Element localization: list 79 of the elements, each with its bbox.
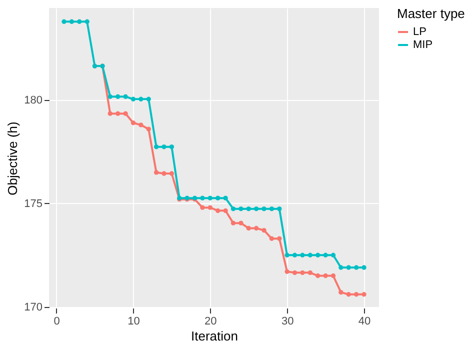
point <box>362 292 366 297</box>
y-tick-label: 175 <box>24 198 42 210</box>
point <box>254 206 259 212</box>
point <box>130 96 136 102</box>
point <box>162 171 166 176</box>
point <box>346 292 351 297</box>
point <box>216 196 220 200</box>
point <box>108 111 112 116</box>
point <box>208 196 212 200</box>
point <box>308 252 312 258</box>
point <box>338 290 344 295</box>
point <box>138 96 144 102</box>
point <box>277 206 282 212</box>
point <box>77 19 82 24</box>
point <box>84 19 90 24</box>
point <box>146 96 151 102</box>
point <box>323 252 328 258</box>
point <box>269 206 274 212</box>
point <box>130 120 136 126</box>
point <box>316 252 320 258</box>
point <box>200 205 205 210</box>
x-tick-label: 0 <box>54 316 60 328</box>
y-axis-title: Objective (h) <box>5 122 20 196</box>
x-tick-label: 10 <box>128 316 140 328</box>
point <box>262 206 266 212</box>
point <box>354 265 359 270</box>
point <box>362 265 366 270</box>
point <box>330 252 336 258</box>
point <box>116 111 120 116</box>
point <box>323 273 328 278</box>
point <box>246 206 251 212</box>
point <box>292 270 298 276</box>
point <box>346 265 351 270</box>
point <box>262 228 266 233</box>
point <box>254 226 259 231</box>
y-tick-label: 180 <box>24 94 42 107</box>
x-tick-label: 40 <box>358 316 371 328</box>
point <box>292 252 298 258</box>
point <box>238 206 244 212</box>
point <box>269 236 274 241</box>
point <box>354 292 359 297</box>
point <box>308 270 312 276</box>
point <box>62 19 66 24</box>
point <box>123 94 128 99</box>
point <box>246 226 251 231</box>
point <box>223 196 228 200</box>
point <box>154 144 159 150</box>
point <box>284 252 290 258</box>
y-tick-label: 170 <box>24 301 42 314</box>
x-tick-label: 20 <box>204 316 217 328</box>
point <box>169 171 174 176</box>
point <box>69 19 74 24</box>
point <box>108 94 112 99</box>
point <box>146 126 151 132</box>
point <box>277 236 282 241</box>
point <box>216 208 220 214</box>
point <box>300 270 305 276</box>
point <box>316 273 320 278</box>
point <box>200 196 205 200</box>
point <box>154 170 159 175</box>
point <box>116 94 120 99</box>
legend-label: MIP <box>413 39 433 51</box>
point <box>138 122 144 128</box>
point <box>330 273 336 278</box>
legend-title: Master type <box>397 6 465 21</box>
point <box>162 144 166 150</box>
point <box>230 206 236 212</box>
point <box>284 269 290 274</box>
point <box>223 208 228 214</box>
x-axis-title: Iteration <box>191 328 238 344</box>
legend-label: LP <box>413 26 426 38</box>
point <box>230 220 236 226</box>
point <box>169 144 174 150</box>
point <box>338 265 344 270</box>
point <box>208 205 212 210</box>
point <box>238 220 244 226</box>
point <box>300 252 305 258</box>
point <box>123 111 128 116</box>
x-tick-label: 30 <box>281 316 294 328</box>
